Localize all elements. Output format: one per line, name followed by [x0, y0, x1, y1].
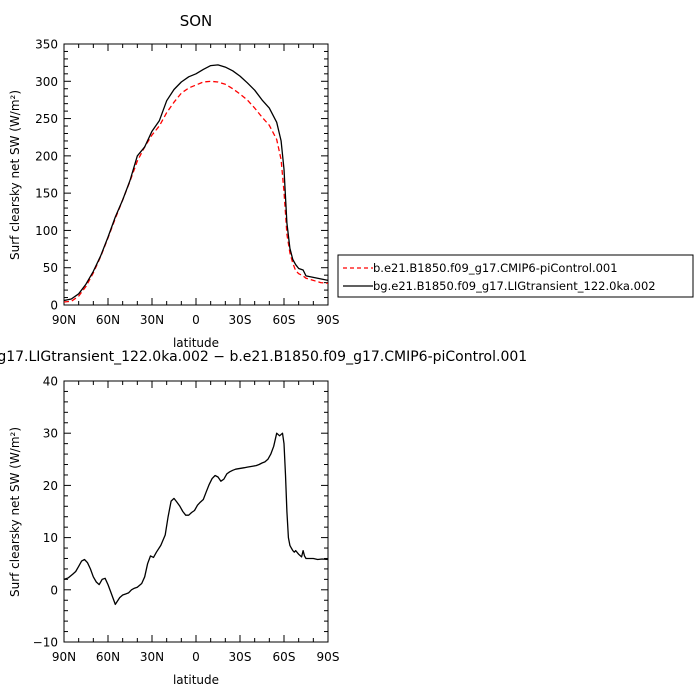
bottom-x-tick-label: 60N — [96, 650, 120, 664]
bottom-x-tick-label: 0 — [192, 650, 200, 664]
top-y-tick-label: 100 — [35, 224, 58, 238]
bottom-y-tick-label: −10 — [33, 636, 58, 650]
bottom-panel: bg.e21.B1850.f09_g17.LIGtransient_122.0k… — [0, 349, 527, 687]
bottom-y-tick-label: 20 — [43, 479, 58, 493]
bottom-x-ticks: 90N 60N 30N 0 30S 60S 90S — [52, 381, 340, 664]
top-x-tick-label: 90S — [317, 313, 340, 327]
bottom-x-tick-label: 90N — [52, 650, 76, 664]
top-series-line-1 — [63, 64, 329, 302]
top-series-line-0 — [63, 80, 329, 303]
top-series-lines — [63, 64, 329, 303]
top-x-ticks: 90N 60N 30N 0 30S 60S 90S — [52, 44, 340, 327]
bottom-x-tick-label: 30S — [229, 650, 252, 664]
top-y-tick-label: 0 — [50, 299, 58, 313]
top-y-ticks: 0 50 100 150 200 250 300 350 — [35, 38, 328, 313]
top-x-tick-label: 30N — [140, 313, 164, 327]
bottom-x-tick-label: 60S — [273, 650, 296, 664]
top-y-tick-label: 250 — [35, 112, 58, 126]
top-y-tick-label: 350 — [35, 38, 58, 52]
top-y-tick-label: 50 — [43, 261, 58, 275]
top-y-tick-label: 300 — [35, 75, 58, 89]
bottom-x-axis-label: latitude — [173, 673, 219, 687]
legend-box — [337, 254, 694, 298]
top-chart-title: SON — [180, 12, 213, 30]
top-y-tick-label: 150 — [35, 187, 58, 201]
bottom-plot-frame — [63, 380, 329, 643]
top-x-tick-label: 60N — [96, 313, 120, 327]
top-panel: SON 90N 60N 30N 0 30S 60S 90S 0 50 100 150 200 250 3… — [8, 12, 339, 350]
bottom-chart-title: bg.e21.B1850.f09_g17.LIGtransient_122.0k… — [0, 349, 527, 365]
bottom-y-tick-label: 30 — [43, 427, 58, 441]
bottom-y-tick-label: 10 — [43, 531, 58, 545]
top-x-axis-label: latitude — [173, 336, 219, 350]
top-x-tick-label: 0 — [192, 313, 200, 327]
legend-entry-ligtransient: bg.e21.B1850.f09_g17.LIGtransient_122.0k… — [373, 279, 656, 293]
top-y-tick-label: 200 — [35, 149, 58, 163]
top-x-tick-label: 30S — [229, 313, 252, 327]
top-x-tick-label: 60S — [273, 313, 296, 327]
legend-entry-picontrol: b.e21.B1850.f09_g17.CMIP6-piControl.001 — [373, 261, 618, 275]
bottom-series-lines — [63, 432, 329, 606]
bottom-y-axis-label: Surf clearsky net SW (W/m²) — [8, 427, 22, 597]
top-y-axis-label: Surf clearsky net SW (W/m²) — [8, 90, 22, 260]
bottom-x-tick-label: 90S — [317, 650, 340, 664]
bottom-y-tick-label: 40 — [43, 375, 58, 389]
bottom-x-tick-label: 30N — [140, 650, 164, 664]
legend: b.e21.B1850.f09_g17.CMIP6-piControl.001 … — [337, 254, 694, 298]
bottom-y-ticks: −10 0 10 20 30 40 — [33, 375, 328, 650]
bottom-y-tick-label: 0 — [50, 583, 58, 597]
bottom-series-line-0 — [63, 432, 329, 606]
top-plot-frame — [63, 43, 329, 306]
top-x-tick-label: 90N — [52, 313, 76, 327]
